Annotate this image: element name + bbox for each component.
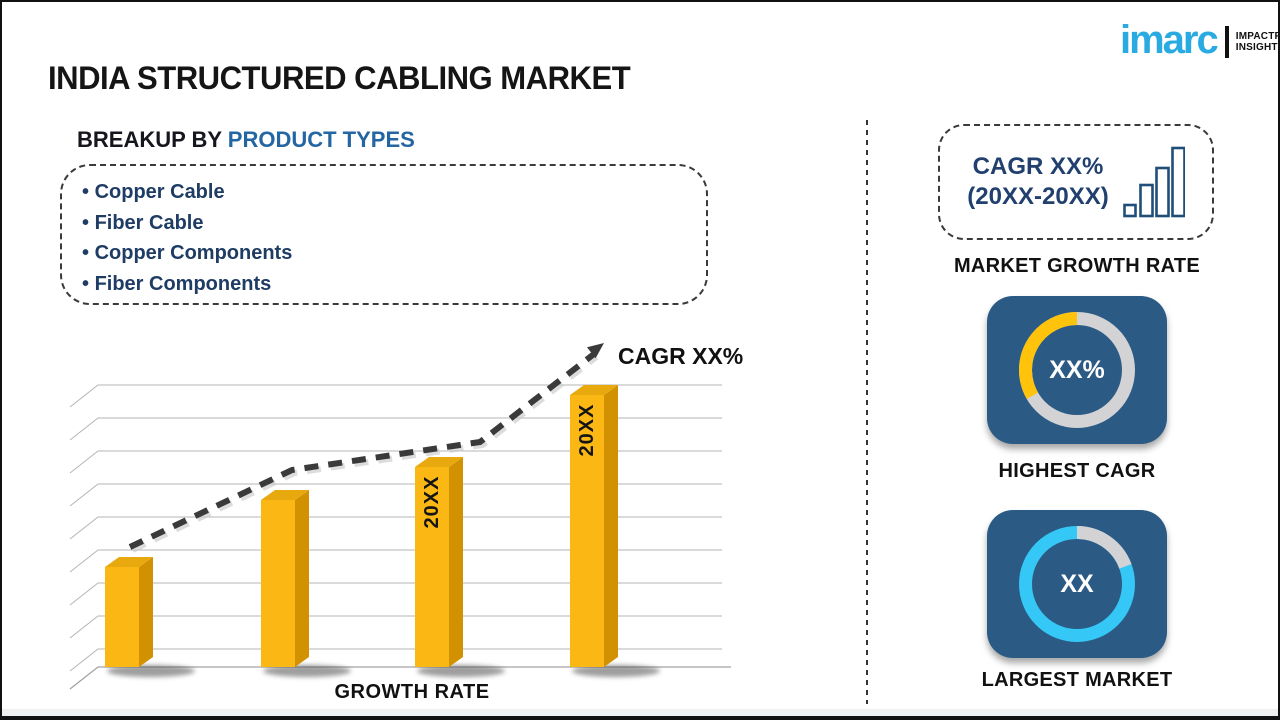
- largest-market-donut-chart: [1019, 526, 1135, 642]
- list-item: Copper Components: [82, 238, 706, 269]
- breakup-heading-prefix: BREAKUP BY: [77, 127, 222, 152]
- trend-cagr-annotation: CAGR XX%: [618, 343, 744, 369]
- trend-line: [128, 343, 604, 553]
- logo-tagline-line1: IMPACTFUL: [1235, 30, 1278, 42]
- imarc-logo-wordmark: imarc: [1120, 18, 1219, 62]
- footer-gray-strip: [2, 709, 1278, 716]
- breakup-heading: BREAKUP BY PRODUCT TYPES: [77, 127, 415, 153]
- highest-cagr-donut-chart: [1019, 312, 1135, 428]
- product-types-box: Copper Cable Fiber Cable Copper Componen…: [60, 164, 708, 305]
- trend-arrowhead: [587, 343, 604, 359]
- vertical-dashed-divider: [866, 120, 868, 704]
- bar-1: [105, 557, 195, 677]
- highest-cagr-label: HIGHEST CAGR: [998, 460, 1156, 482]
- growth-bar-chart: 20XX 20XX: [62, 337, 762, 707]
- bar-3: 20XX: [415, 457, 505, 677]
- x-axis-label: GROWTH RATE: [334, 681, 490, 703]
- donut-segment: [1076, 526, 1132, 569]
- highest-cagr-donut-card: XX%: [987, 296, 1167, 444]
- logo-tagline: IMPACTFUL INSIGHTS: [1235, 30, 1280, 54]
- logo-tagline-line2: INSIGHTS: [1235, 42, 1280, 53]
- ascending-bar-chart-icon: [1122, 146, 1185, 218]
- bar-chart-svg: 20XX 20XX: [69, 343, 731, 690]
- breakup-heading-highlight: PRODUCT TYPES: [227, 127, 415, 152]
- bar-4: 20XX: [570, 385, 660, 677]
- bar-2: [261, 490, 351, 677]
- market-growth-rate-label: MARKET GROWTH RATE: [953, 255, 1201, 277]
- cagr-summary-box: CAGR XX% (20XX-20XX): [938, 124, 1214, 240]
- gridlines: [69, 384, 731, 690]
- page-title: INDIA STRUCTURED CABLING MARKET: [48, 60, 631, 96]
- list-item: Fiber Components: [82, 269, 706, 300]
- cagr-summary-text: CAGR XX% (20XX-20XX): [967, 152, 1108, 212]
- donut-segment: [1019, 312, 1078, 399]
- logo-divider-bar: [1224, 26, 1229, 58]
- footer-black-strip: [2, 716, 1278, 720]
- bar-label: 20XX: [421, 476, 443, 529]
- largest-market-donut-value: XX: [1060, 569, 1094, 598]
- list-item: Copper Cable: [82, 177, 706, 208]
- largest-market-donut-card: XX: [987, 510, 1167, 658]
- bar-label: 20XX: [576, 404, 598, 457]
- cagr-line1: CAGR XX%: [972, 153, 1104, 180]
- list-item: Fiber Cable: [82, 208, 706, 239]
- cagr-line2: (20XX-20XX): [967, 183, 1109, 210]
- largest-market-label: LARGEST MARKET: [981, 669, 1173, 691]
- imarc-logo: imarc IMPACTFUL INSIGHTS: [1120, 18, 1280, 62]
- highest-cagr-donut-value: XX%: [1049, 355, 1105, 384]
- product-types-list: Copper Cable Fiber Cable Copper Componen…: [62, 166, 706, 299]
